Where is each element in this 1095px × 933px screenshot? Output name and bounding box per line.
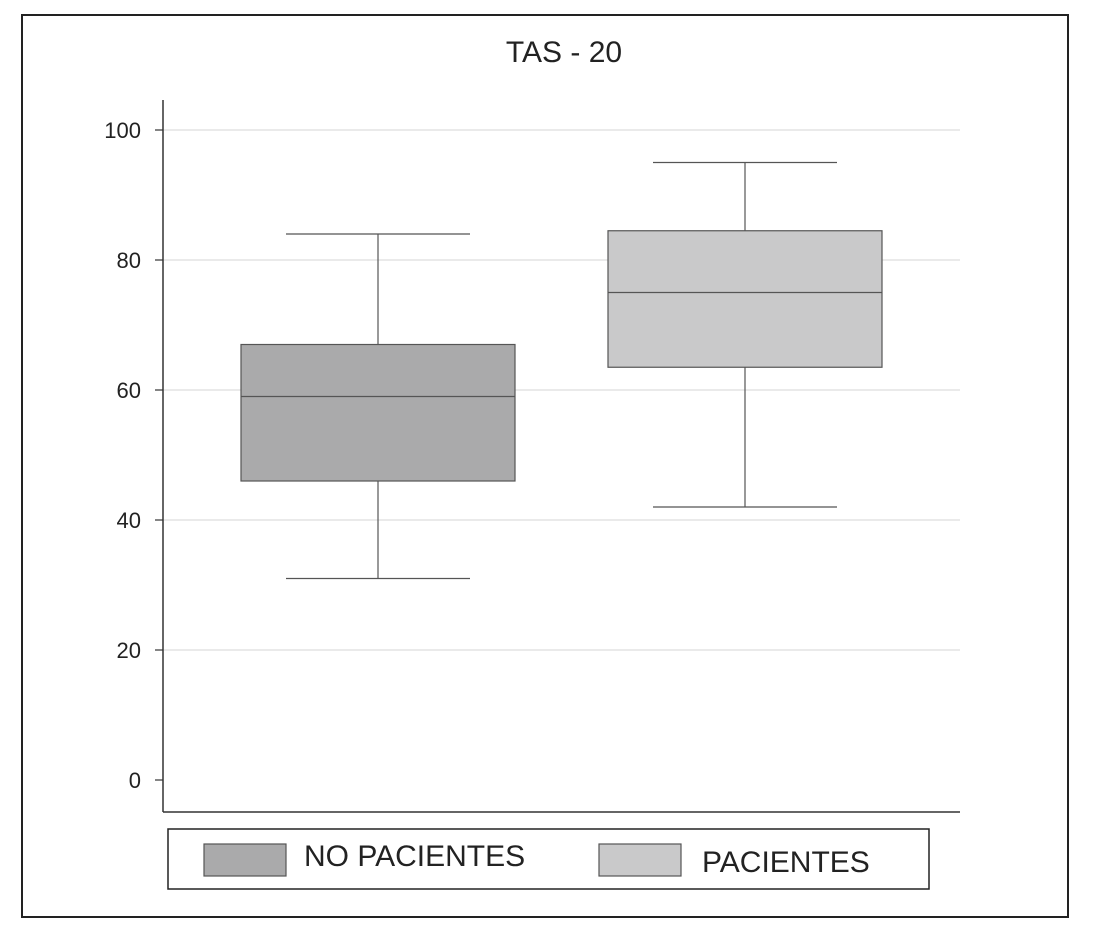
legend: NO PACIENTES PACIENTES (167, 828, 930, 890)
legend-swatch (203, 843, 287, 877)
legend-swatch (598, 843, 682, 877)
outer-frame (21, 14, 1069, 918)
y-tick-label: 100 (104, 118, 141, 143)
box-iqr (240, 343, 516, 482)
legend-frame (167, 828, 930, 890)
legend-label: NO PACIENTES (304, 840, 525, 873)
box-plot-series (240, 233, 516, 580)
y-tick-label: 80 (117, 248, 141, 273)
axes (155, 100, 960, 813)
legend-label: PACIENTES (702, 846, 870, 879)
box-plot-series (607, 161, 883, 508)
y-tick-label: 60 (117, 378, 141, 403)
y-tick-label: 20 (117, 638, 141, 663)
y-tick-labels: 0 20 40 60 80 100 (104, 118, 141, 793)
y-tick-label: 40 (117, 508, 141, 533)
y-tick-label: 0 (129, 768, 141, 793)
chart-title: TAS - 20 (506, 36, 622, 69)
box-iqr (607, 230, 883, 368)
box-plots (240, 161, 883, 580)
